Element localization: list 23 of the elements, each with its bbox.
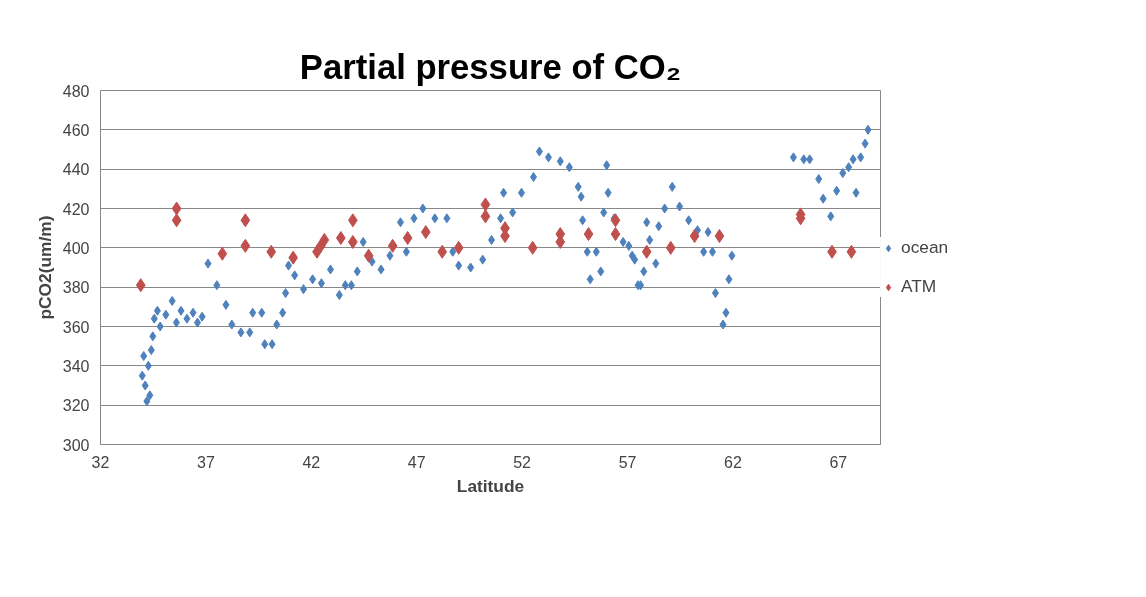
y-axis-title: pCO2(um/m) xyxy=(34,215,55,320)
y-tick-label: 340 xyxy=(62,357,90,375)
x-tick-label: 32 xyxy=(91,453,110,471)
x-tick-label: 52 xyxy=(513,453,532,471)
x-tick-label: 67 xyxy=(829,453,848,471)
x-axis-title: Latitude xyxy=(456,475,525,496)
chart-title: Partial pressure of CO₂ xyxy=(299,47,682,86)
y-tick-label: 480 xyxy=(62,82,90,100)
y-tick-label: 420 xyxy=(62,200,90,218)
y-tick-label: 460 xyxy=(62,121,90,139)
y-tick-label: 380 xyxy=(62,279,90,297)
legend-label: ocean xyxy=(901,237,949,258)
y-tick-label: 400 xyxy=(62,239,90,257)
x-tick-label: 62 xyxy=(724,453,742,471)
x-tick-label: 57 xyxy=(618,453,637,471)
x-tick-label: 37 xyxy=(197,453,215,471)
y-tick-label: 320 xyxy=(62,397,90,415)
y-tick-label: 440 xyxy=(62,161,90,179)
legend-label: ATM xyxy=(901,276,937,297)
y-tick-label: 300 xyxy=(62,436,90,454)
x-tick-label: 42 xyxy=(302,453,321,471)
y-tick-label: 360 xyxy=(62,318,90,336)
x-tick-label: 47 xyxy=(407,453,426,471)
